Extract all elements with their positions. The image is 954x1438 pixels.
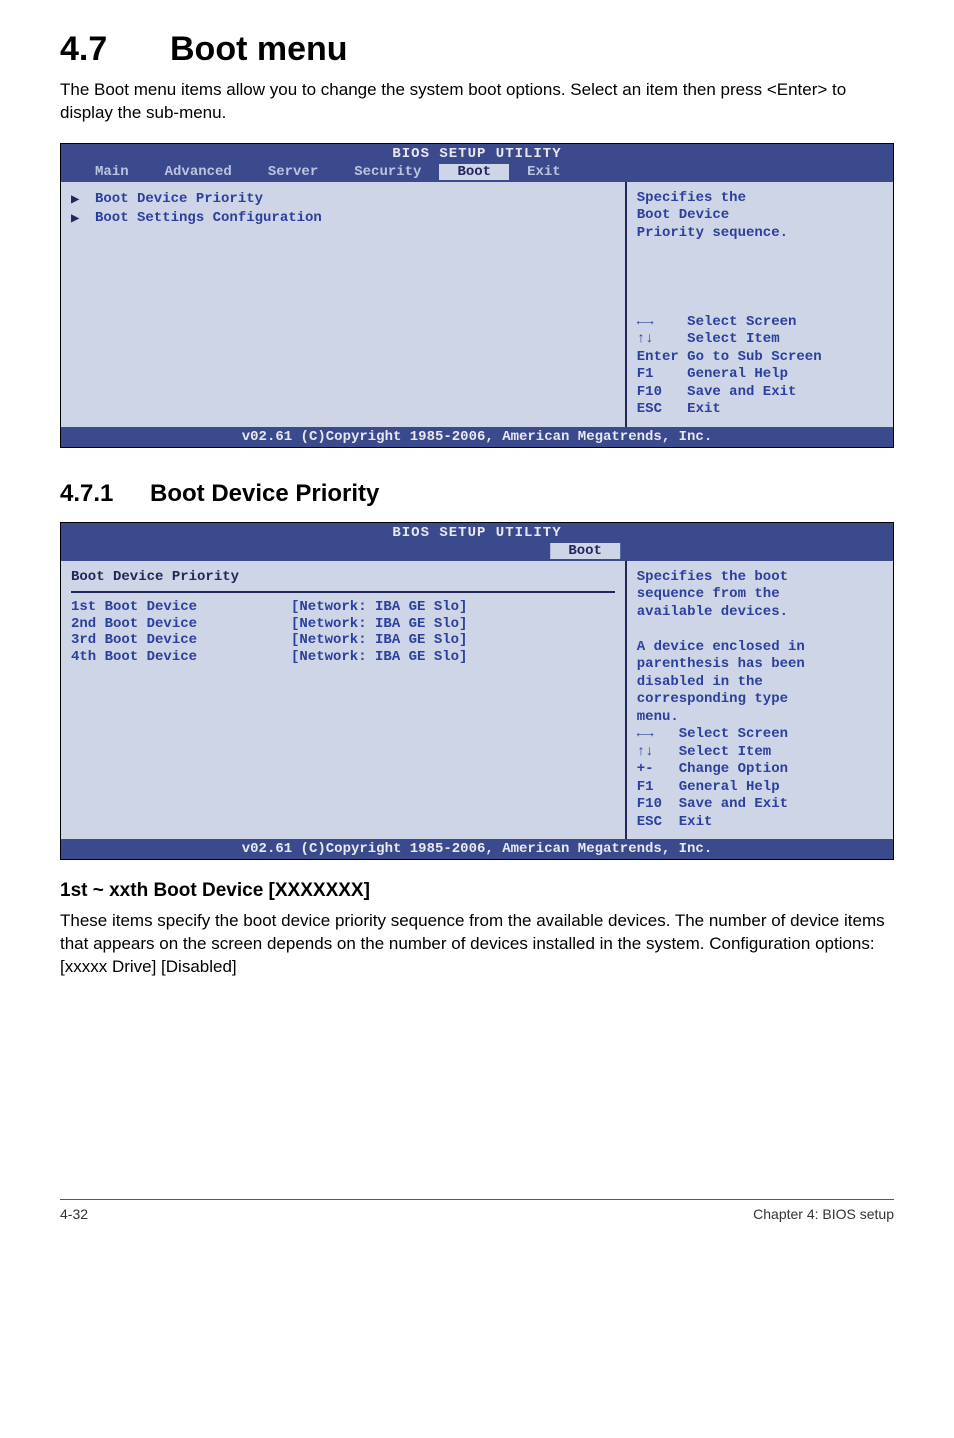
- subsection-heading: 4.7.1Boot Device Priority: [60, 480, 894, 508]
- key-hint: ESC Exit: [637, 814, 883, 832]
- chapter-label: Chapter 4: BIOS setup: [753, 1206, 894, 1222]
- tab-main[interactable]: Main: [77, 164, 147, 180]
- option-paragraph: These items specify the boot device prio…: [60, 910, 894, 979]
- help-text: Specifies the boot sequence from the ava…: [637, 569, 883, 727]
- intro-paragraph: The Boot menu items allow you to change …: [60, 79, 894, 125]
- bios-menubar-single: Boot: [61, 543, 893, 561]
- submenu-arrow-icon: ▶: [71, 210, 87, 227]
- key-hint: F1 General Help: [637, 366, 883, 384]
- section-heading: 4.7Boot menu: [60, 30, 894, 69]
- subsection-title: Boot Device Priority: [150, 480, 379, 507]
- page-number: 4-32: [60, 1206, 88, 1222]
- key-hint: F1 General Help: [637, 779, 883, 797]
- menu-item-label: Boot Device Priority: [95, 191, 263, 208]
- bios-body: Boot Device Priority 1st Boot Device [Ne…: [61, 561, 893, 840]
- section-title: Boot menu: [170, 30, 348, 68]
- key-hint: ↑↓ Select Item: [637, 331, 883, 349]
- bios-panel-boot-menu: BIOS SETUP UTILITY Main Advanced Server …: [60, 143, 894, 448]
- menu-item-boot-settings-configuration[interactable]: ▶ Boot Settings Configuration: [71, 209, 615, 228]
- help-keys: ←→ Select Screen ↑↓ Select Item Enter Go…: [637, 314, 883, 419]
- tab-advanced[interactable]: Advanced: [147, 164, 250, 180]
- key-hint: +- Change Option: [637, 761, 883, 779]
- boot-device-row[interactable]: 3rd Boot Device [Network: IBA GE Slo]: [71, 632, 615, 649]
- key-hint: F10 Save and Exit: [637, 796, 883, 814]
- bios-help-pane: Specifies the Boot Device Priority seque…: [627, 182, 893, 427]
- boot-device-row[interactable]: 1st Boot Device [Network: IBA GE Slo]: [71, 599, 615, 616]
- submenu-arrow-icon: ▶: [71, 191, 87, 208]
- bios-left-pane: ▶ Boot Device Priority ▶ Boot Settings C…: [61, 182, 627, 427]
- bios-title: BIOS SETUP UTILITY: [61, 523, 893, 543]
- boot-device-label: 2nd Boot Device: [71, 616, 291, 633]
- tab-boot[interactable]: Boot: [550, 543, 620, 559]
- boot-device-label: 4th Boot Device: [71, 649, 291, 666]
- subsection-number: 4.7.1: [60, 480, 150, 508]
- key-hint: ESC Exit: [637, 401, 883, 419]
- menu-item-boot-device-priority[interactable]: ▶ Boot Device Priority: [71, 190, 615, 209]
- bios-copyright: v02.61 (C)Copyright 1985-2006, American …: [61, 839, 893, 859]
- panel-title: Boot Device Priority: [71, 569, 615, 593]
- boot-device-value: [Network: IBA GE Slo]: [291, 599, 467, 616]
- option-heading: 1st ~ xxth Boot Device [XXXXXXX]: [60, 880, 894, 902]
- boot-device-row[interactable]: 4th Boot Device [Network: IBA GE Slo]: [71, 649, 615, 666]
- tab-server[interactable]: Server: [250, 164, 336, 180]
- menu-item-label: Boot Settings Configuration: [95, 210, 322, 227]
- boot-device-value: [Network: IBA GE Slo]: [291, 649, 467, 666]
- section-number: 4.7: [60, 30, 170, 69]
- page-footer: 4-32 Chapter 4: BIOS setup: [60, 1199, 894, 1222]
- key-hint: ↑↓ Select Item: [637, 744, 883, 762]
- tab-security[interactable]: Security: [336, 164, 439, 180]
- bios-menubar: Main Advanced Server Security Boot Exit: [61, 164, 893, 182]
- tab-boot[interactable]: Boot: [439, 164, 509, 180]
- tab-exit[interactable]: Exit: [509, 164, 579, 180]
- key-hint: F10 Save and Exit: [637, 384, 883, 402]
- key-hint: ←→ Select Screen: [637, 314, 883, 332]
- boot-device-label: 1st Boot Device: [71, 599, 291, 616]
- bios-help-pane: Specifies the boot sequence from the ava…: [627, 561, 893, 840]
- bios-copyright: v02.61 (C)Copyright 1985-2006, American …: [61, 427, 893, 447]
- boot-device-row[interactable]: 2nd Boot Device [Network: IBA GE Slo]: [71, 616, 615, 633]
- bios-panel-boot-device-priority: BIOS SETUP UTILITY Boot Boot Device Prio…: [60, 522, 894, 861]
- bios-title: BIOS SETUP UTILITY: [61, 144, 893, 164]
- help-text: Specifies the Boot Device Priority seque…: [637, 190, 883, 243]
- boot-device-label: 3rd Boot Device: [71, 632, 291, 649]
- bios-body: ▶ Boot Device Priority ▶ Boot Settings C…: [61, 182, 893, 427]
- boot-device-value: [Network: IBA GE Slo]: [291, 632, 467, 649]
- help-keys: ←→ Select Screen ↑↓ Select Item +- Chang…: [637, 726, 883, 831]
- key-hint: ←→ Select Screen: [637, 726, 883, 744]
- boot-device-value: [Network: IBA GE Slo]: [291, 616, 467, 633]
- key-hint: Enter Go to Sub Screen: [637, 349, 883, 367]
- bios-left-pane: Boot Device Priority 1st Boot Device [Ne…: [61, 561, 627, 840]
